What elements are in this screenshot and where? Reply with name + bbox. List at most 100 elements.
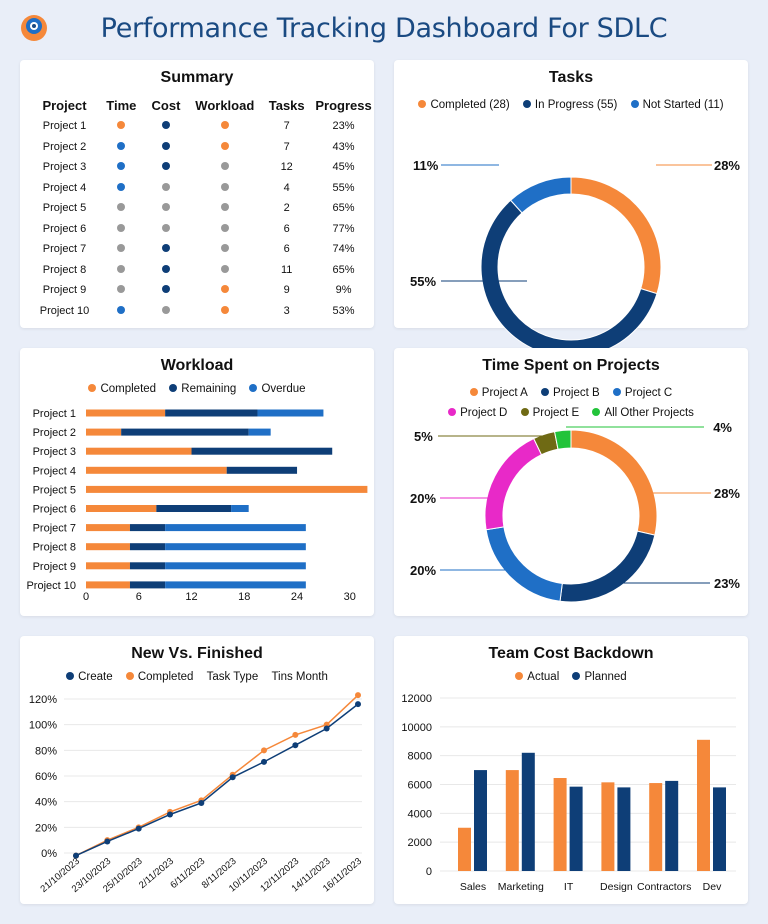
data-label: 23%	[714, 576, 740, 591]
legend-swatch	[612, 388, 621, 396]
workload-title: Workload	[160, 357, 234, 374]
summary-title: Summary	[160, 69, 234, 86]
bar-segment	[86, 428, 122, 436]
bar	[617, 787, 631, 871]
table-row: Project 8 11 65%	[30, 260, 375, 281]
donut-slice	[570, 429, 658, 536]
bar-segment	[121, 428, 249, 436]
time-status-dot	[117, 305, 126, 314]
table-row: Project 6 6 77%	[30, 219, 375, 240]
legend-swatch	[572, 672, 581, 680]
workload-legend: Completed Remaining Overdue	[20, 383, 374, 395]
y-tick-label: 0	[426, 866, 432, 878]
table-cell	[188, 280, 261, 301]
category-label: Contractors	[637, 881, 691, 893]
donut-slice	[485, 526, 563, 602]
legend-label: In Progress (55)	[534, 99, 618, 111]
legend-swatch	[515, 672, 524, 680]
cost-status-dot	[161, 264, 170, 273]
table-cell	[144, 137, 189, 158]
table-cell: 74%	[312, 239, 375, 260]
category-label: Project 2	[33, 427, 76, 439]
table-cell	[99, 280, 144, 301]
time-status-dot	[117, 141, 126, 150]
legend-item: Tins Month	[271, 671, 327, 683]
table-cell	[144, 301, 189, 322]
time-status-dot	[117, 244, 126, 253]
category-label: Sales	[460, 881, 486, 893]
bar	[713, 787, 726, 871]
project-name: Project 1	[42, 120, 87, 133]
legend-item: Project D	[448, 407, 507, 419]
table-cell	[99, 219, 144, 240]
legend-label: Completed	[137, 671, 194, 683]
table-cell: 11	[261, 260, 312, 281]
table-cell	[99, 137, 144, 158]
legend-label: Project D	[460, 407, 508, 419]
new-vs-finished-line-chart: 0%20%40%60%80%100%120%21/10/202323/10/20…	[29, 692, 364, 895]
data-point	[323, 725, 330, 732]
legend-swatch	[520, 408, 529, 416]
table-cell: 12	[261, 157, 312, 178]
legend-label: Completed (28)	[430, 99, 510, 111]
legend-item: All Other Projects	[592, 407, 694, 419]
data-point	[198, 799, 205, 806]
tasks-count: 12	[280, 161, 293, 174]
legend-swatch	[125, 672, 134, 680]
category-label: IT	[564, 881, 574, 893]
data-point	[135, 825, 142, 832]
legend-label: Remaining	[181, 383, 237, 395]
project-name: Project 6	[42, 222, 87, 235]
table-cell	[99, 178, 144, 199]
donut-slice	[553, 429, 572, 450]
time-status-dot	[117, 264, 126, 273]
data-point	[104, 838, 111, 845]
bar-segment	[86, 581, 130, 589]
workload-status-dot	[220, 223, 229, 232]
x-tick-label: 0	[83, 591, 89, 603]
table-cell	[188, 116, 261, 137]
category-label: Dev	[703, 881, 722, 893]
cost-status-dot	[161, 182, 170, 191]
data-label: 4%	[713, 420, 732, 435]
table-row: Project 5 2 65%	[30, 198, 375, 219]
time-status-dot	[117, 121, 126, 130]
table-cell: 2	[261, 198, 312, 219]
table-cell	[99, 301, 144, 322]
cost-status-dot	[161, 285, 170, 294]
data-point	[355, 692, 361, 699]
bar-segment	[257, 409, 324, 417]
cost-status-dot	[161, 141, 170, 150]
y-tick-label: 120%	[29, 694, 57, 706]
y-tick-label: 6000	[408, 780, 432, 792]
bar-segment	[231, 505, 249, 512]
x-tick-label: 24	[291, 591, 303, 603]
legend-swatch	[88, 384, 97, 392]
table-cell	[99, 157, 144, 178]
bar	[553, 778, 567, 871]
progress-value: 9%	[335, 284, 352, 297]
bar	[458, 827, 471, 871]
category-label: Project 6	[33, 504, 76, 516]
project-name: Project 5	[42, 202, 87, 215]
table-cell: 7	[261, 116, 312, 137]
table-cell	[99, 260, 144, 281]
new-vs-finished-title: New Vs. Finished	[131, 645, 263, 662]
summary-panel: Summary Project Time Cost Workload Tasks…	[20, 60, 374, 328]
table-cell: 65%	[312, 260, 375, 281]
bar-segment	[156, 505, 232, 512]
table-cell: 23%	[312, 116, 375, 137]
cost-status-dot	[161, 244, 170, 253]
tasks-count: 2	[283, 202, 290, 215]
progress-value: 55%	[332, 181, 355, 194]
table-cell: 6	[261, 239, 312, 260]
project-name: Project 3	[42, 161, 87, 174]
legend-label: Project E	[532, 407, 580, 419]
table-cell	[144, 239, 189, 260]
team-cost-legend: Actual Planned	[394, 671, 748, 683]
table-cell: 77%	[312, 219, 375, 240]
legend-item: Not Started (11)	[630, 99, 724, 111]
bar	[601, 782, 615, 871]
y-tick-label: 40%	[35, 797, 57, 809]
workload-status-dot	[220, 141, 229, 150]
